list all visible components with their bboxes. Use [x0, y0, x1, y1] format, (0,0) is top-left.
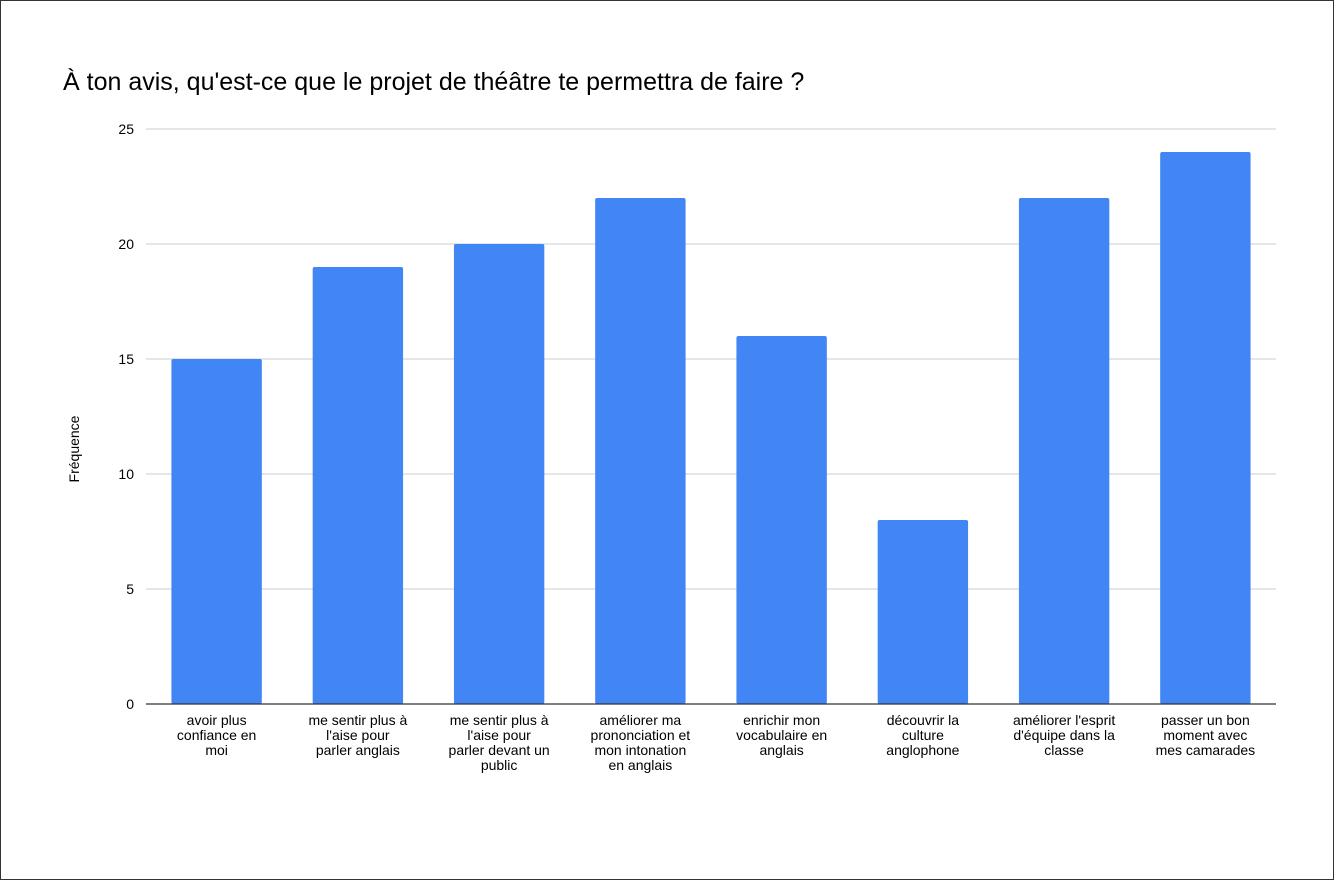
x-tick-label-line: confiance en: [177, 727, 256, 743]
x-tick-label-line: mon intonation: [594, 742, 686, 758]
y-tick-label: 0: [126, 696, 134, 712]
bar: [312, 267, 404, 704]
x-tick-label-line: mes camarades: [1156, 742, 1256, 758]
x-tick-label-line: d'équipe dans la: [1013, 727, 1115, 743]
y-tick-label: 25: [118, 121, 134, 137]
x-tick-label: améliorer l'esprit d'équipe dans la classe: [1013, 712, 1115, 758]
bar: [1160, 152, 1251, 704]
x-tick-label-line: public: [481, 757, 518, 773]
x-tick-label-line: l'aise pour: [326, 727, 390, 743]
x-tick-label-line: anglais: [759, 742, 803, 758]
x-tick-label: découvrir la culture anglophone: [886, 712, 959, 758]
x-tick-label: me sentir plus à l'aise pour parler anglai…: [308, 712, 407, 758]
x-tick-label-line: parler devant un: [449, 742, 550, 758]
bars: [171, 152, 1251, 704]
x-tick-label: améliorer ma prononciation et mon intonati…: [591, 712, 691, 773]
x-tick-label-line: passer un bon: [1161, 712, 1250, 728]
x-tick-label-line: avoir plus: [187, 712, 247, 728]
x-tick-label-line: vocabulaire en: [736, 727, 827, 743]
x-tick-label-line: enrichir mon: [743, 712, 820, 728]
x-tick-label-line: en anglais: [608, 757, 672, 773]
bar: [171, 359, 262, 704]
bar: [877, 520, 969, 704]
x-tick-label: me sentir plus à l'aise pour parler devant…: [449, 712, 550, 773]
x-tick-label-line: l'aise pour: [467, 727, 531, 743]
x-tick-label-line: classe: [1044, 742, 1084, 758]
x-tick-label-line: moi: [205, 742, 228, 758]
x-tick-label: enrichir mon vocabulaire en anglais: [736, 712, 827, 758]
x-tick-label-line: améliorer l'esprit: [1013, 712, 1115, 728]
bar: [595, 198, 686, 704]
x-tick-label-line: me sentir plus à: [450, 712, 549, 728]
y-axis-ticks: 0 5 10 15 20 25: [118, 121, 134, 712]
x-tick-label-line: améliorer ma: [600, 712, 682, 728]
bar: [453, 244, 545, 704]
x-tick-label-line: parler anglais: [316, 742, 400, 758]
y-axis-label: Fréquence: [66, 415, 82, 482]
x-tick-label-line: prononciation et: [591, 727, 691, 743]
x-tick-label: avoir plus confiance en moi: [177, 712, 256, 758]
x-tick-label-line: culture: [902, 727, 944, 743]
x-tick-label-line: me sentir plus à: [308, 712, 407, 728]
chart-title: À ton avis, qu'est-ce que le projet de t…: [63, 67, 804, 96]
x-tick-label: passer un bon moment avec mes camarades: [1156, 712, 1256, 758]
bar: [1018, 198, 1110, 704]
x-tick-label-line: moment avec: [1163, 727, 1247, 743]
x-tick-label-line: découvrir la: [887, 712, 960, 728]
y-tick-label: 5: [126, 581, 134, 597]
y-tick-label: 10: [118, 466, 134, 482]
y-tick-label: 20: [118, 236, 134, 252]
bar: [736, 336, 827, 704]
x-tick-label-line: anglophone: [886, 742, 959, 758]
y-tick-label: 15: [118, 351, 134, 367]
x-axis-ticks: avoir plus confiance en moi me sentir plus …: [177, 712, 1255, 773]
